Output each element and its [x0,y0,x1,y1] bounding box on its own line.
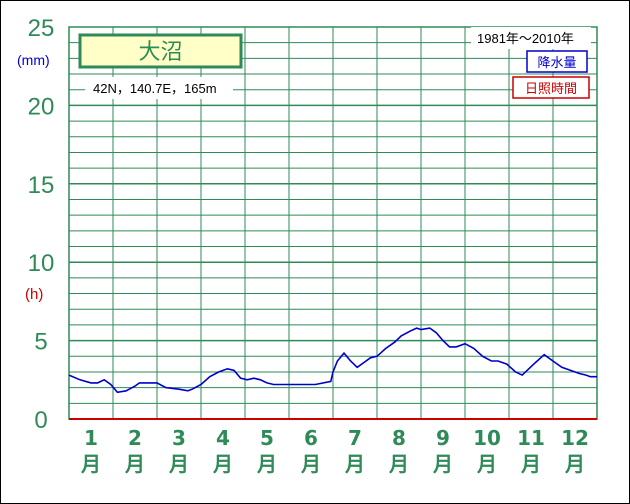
month-suffix-label: 月 [256,452,277,476]
month-suffix-label: 月 [388,452,409,476]
month-suffix-label: 月 [520,452,541,476]
month-number-label: 6 [304,426,318,450]
month-number-label: 12 [561,426,589,450]
y-unit-h: (h) [25,286,43,303]
month-suffix-label: 月 [80,452,101,476]
station-title-box [78,33,243,69]
y-tick-label: 15 [28,172,55,199]
y-tick-label: 0 [34,407,47,434]
period-label: 1981年～2010年 [477,31,574,46]
month-suffix-label: 月 [300,452,321,476]
month-number-label: 2 [128,426,142,450]
month-suffix-label: 月 [344,452,365,476]
y-unit-mm: (mm) [17,52,50,68]
month-suffix-label: 月 [124,452,145,476]
y-tick-label: 10 [28,250,55,277]
location-bg [85,77,233,99]
month-number-label: 4 [216,426,230,450]
legend-sunshine-label: 日照時間 [525,82,577,97]
month-suffix-label: 月 [476,452,497,476]
station-location: 42N，140.7E，165m [93,81,217,96]
period-bg [471,27,591,49]
month-number-label: 1 [84,426,98,450]
month-number-label: 3 [172,426,186,450]
legend-precip-box [526,50,588,73]
y-tick-label: 20 [28,93,55,120]
month-number-label: 10 [473,426,501,450]
y-tick-label: 25 [28,15,55,42]
month-number-label: 9 [436,426,450,450]
station-title: 大沼 [138,40,182,65]
month-number-label: 11 [517,426,545,450]
y-tick-labels: 0 5 10 15 20 25 [28,15,55,434]
month-number-label: 8 [392,426,406,450]
precipitation-line [68,327,597,394]
month-number-label: 5 [260,426,274,450]
month-suffix-label: 月 [432,452,453,476]
legend-sunshine-box [512,76,590,99]
legend-precip-label: 降水量 [537,56,576,71]
series-lines [68,327,597,420]
y-tick-label: 5 [34,329,47,356]
month-number-label: 7 [348,426,362,450]
month-suffix-label: 月 [564,452,585,476]
month-suffix-label: 月 [212,452,233,476]
month-suffix-label: 月 [168,452,189,476]
